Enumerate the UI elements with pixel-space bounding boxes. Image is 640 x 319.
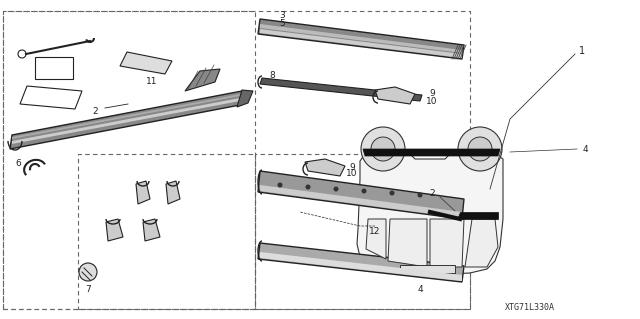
Polygon shape <box>260 24 462 53</box>
Circle shape <box>417 192 422 197</box>
Circle shape <box>468 137 492 161</box>
Polygon shape <box>10 91 242 149</box>
Circle shape <box>458 127 502 171</box>
Polygon shape <box>260 78 422 101</box>
Polygon shape <box>143 219 160 241</box>
Circle shape <box>79 263 97 281</box>
Polygon shape <box>357 149 503 274</box>
Text: 6: 6 <box>15 160 21 168</box>
Text: 5: 5 <box>279 19 285 27</box>
Text: 10: 10 <box>426 97 438 106</box>
Polygon shape <box>258 19 464 59</box>
Polygon shape <box>12 98 240 144</box>
Polygon shape <box>185 69 220 91</box>
Polygon shape <box>136 181 150 204</box>
Polygon shape <box>388 219 427 267</box>
Text: XTG71L330A: XTG71L330A <box>505 302 555 311</box>
Text: 4: 4 <box>582 145 588 153</box>
Bar <box>35 57 73 79</box>
Polygon shape <box>363 149 500 156</box>
Circle shape <box>390 190 394 196</box>
Text: 2: 2 <box>429 189 435 198</box>
Polygon shape <box>430 219 464 267</box>
Text: 3: 3 <box>279 11 285 20</box>
Text: 7: 7 <box>85 285 91 293</box>
Circle shape <box>278 182 282 188</box>
Circle shape <box>305 184 310 189</box>
Polygon shape <box>237 90 253 107</box>
Polygon shape <box>375 87 415 104</box>
Text: 10: 10 <box>346 169 358 179</box>
Polygon shape <box>260 29 462 58</box>
Text: 11: 11 <box>147 77 157 85</box>
Text: 9: 9 <box>349 162 355 172</box>
Text: 2: 2 <box>92 107 98 115</box>
Text: 4: 4 <box>417 285 423 293</box>
Circle shape <box>362 189 367 194</box>
Bar <box>400 265 455 273</box>
Polygon shape <box>366 219 386 259</box>
Polygon shape <box>166 181 180 204</box>
Polygon shape <box>305 159 345 176</box>
Text: 9: 9 <box>429 90 435 99</box>
Circle shape <box>361 127 405 171</box>
Polygon shape <box>465 219 498 267</box>
Text: 12: 12 <box>369 226 381 235</box>
Circle shape <box>371 137 395 161</box>
Polygon shape <box>120 52 172 74</box>
Polygon shape <box>260 185 462 218</box>
Polygon shape <box>258 243 464 282</box>
Circle shape <box>333 187 339 191</box>
Text: 1: 1 <box>579 46 585 56</box>
Text: 8: 8 <box>269 70 275 79</box>
Polygon shape <box>260 252 462 281</box>
Polygon shape <box>12 94 240 139</box>
Polygon shape <box>258 171 464 219</box>
Polygon shape <box>457 212 498 219</box>
Polygon shape <box>106 219 123 241</box>
